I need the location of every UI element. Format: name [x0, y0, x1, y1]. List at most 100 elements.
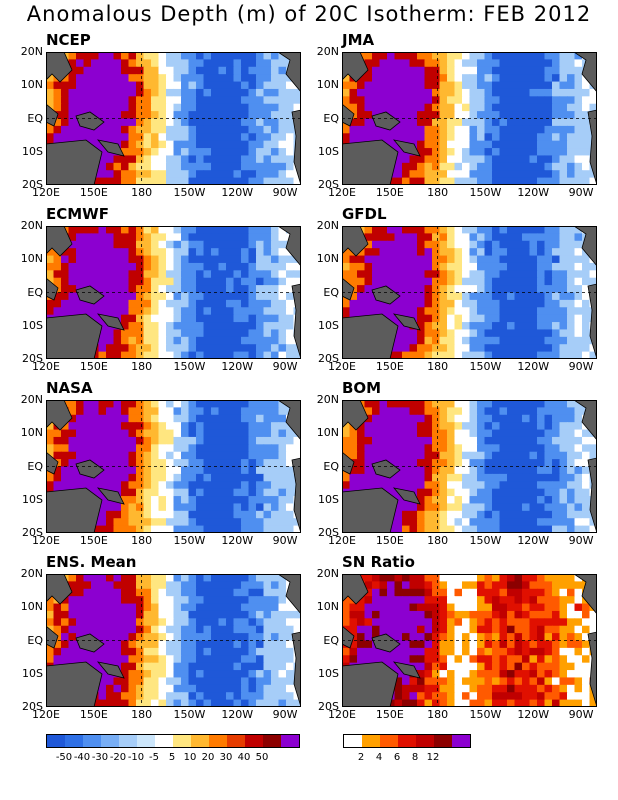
heatmap-cell	[529, 336, 538, 345]
heatmap-cell	[271, 496, 280, 505]
heatmap-cell	[357, 640, 366, 649]
heatmap-cell	[522, 496, 531, 505]
heatmap-cell	[342, 655, 351, 664]
heatmap-cell	[424, 277, 433, 286]
heatmap-cell	[68, 655, 77, 664]
heatmap-cell	[188, 292, 197, 301]
heatmap-cell	[226, 277, 235, 286]
heatmap-cell	[53, 299, 62, 308]
heatmap-cell	[136, 125, 145, 134]
heatmap-cell	[447, 400, 456, 408]
heatmap-cell	[462, 140, 471, 149]
heatmap-cell	[424, 118, 433, 127]
heatmap-cell	[544, 633, 553, 642]
heatmap-cell	[256, 125, 265, 134]
heatmap-cell	[241, 684, 250, 693]
heatmap-cell	[492, 74, 501, 83]
heatmap-cell	[203, 610, 212, 619]
heatmap-cell	[106, 581, 115, 590]
heatmap-cell	[166, 162, 175, 171]
heatmap-cell	[106, 329, 115, 338]
heatmap-cell	[492, 459, 501, 468]
heatmap-cell	[121, 118, 130, 127]
heatmap-cell	[203, 625, 212, 634]
heatmap-cell	[357, 603, 366, 612]
heatmap-cell	[233, 414, 242, 423]
heatmap-cell	[181, 81, 190, 90]
heatmap-cell	[248, 525, 257, 533]
heatmap-cell	[286, 625, 295, 634]
heatmap-cell	[158, 344, 167, 353]
heatmap-cell	[151, 344, 160, 353]
heatmap-cell	[173, 118, 182, 127]
heatmap-cell	[372, 422, 381, 431]
heatmap-cell	[379, 400, 388, 408]
heatmap-cell	[507, 503, 516, 512]
heatmap-cell	[514, 255, 523, 264]
heatmap-cell	[293, 525, 301, 533]
heatmap-cell	[136, 481, 145, 490]
heatmap-cell	[76, 436, 85, 445]
heatmap-cell	[574, 292, 583, 301]
heatmap-cell	[46, 74, 55, 83]
heatmap-cell	[439, 299, 448, 308]
heatmap-cell	[432, 481, 441, 490]
heatmap-cell	[574, 677, 583, 686]
heatmap-cell	[424, 314, 433, 323]
heatmap-cell	[226, 170, 235, 179]
heatmap-cell	[166, 66, 175, 75]
heatmap-cell	[203, 473, 212, 482]
heatmap-cell	[454, 344, 463, 353]
heatmap-cell	[507, 262, 516, 271]
heatmap-cell	[499, 662, 508, 671]
heatmap-cell	[342, 262, 351, 271]
heatmap-cell	[136, 466, 145, 475]
heatmap-cell	[136, 436, 145, 445]
heatmap-cell	[364, 436, 373, 445]
heatmap-cell	[256, 407, 265, 416]
heatmap-cell	[113, 574, 122, 582]
heatmap-cell	[499, 148, 508, 157]
heatmap-cell	[181, 692, 190, 701]
heatmap-cell	[439, 226, 448, 234]
heatmap-cell	[499, 292, 508, 301]
heatmap-cell	[271, 588, 280, 597]
heatmap-cell	[128, 233, 137, 242]
heatmap-cell	[211, 133, 220, 142]
heatmap-cell	[173, 133, 182, 142]
heatmap-cell	[151, 655, 160, 664]
heatmap-cell	[106, 111, 115, 120]
heatmap-cell	[387, 588, 396, 597]
heatmap-cell	[537, 52, 546, 60]
heatmap-cell	[286, 262, 295, 271]
heatmap-cell	[447, 481, 456, 490]
heatmap-cell	[379, 451, 388, 460]
heatmap-cell	[203, 481, 212, 490]
heatmap-cell	[256, 488, 265, 497]
heatmap-cell	[226, 133, 235, 142]
heatmap-cell	[211, 96, 220, 105]
heatmap-cell	[552, 633, 561, 642]
heatmap-cell	[166, 588, 175, 597]
heatmap-cell	[218, 510, 227, 519]
heatmap-cell	[128, 670, 137, 679]
heatmap-cell	[484, 59, 493, 68]
heatmap-cell	[166, 270, 175, 279]
heatmap-cell	[514, 684, 523, 693]
heatmap-cell	[173, 481, 182, 490]
heatmap-cell	[439, 344, 448, 353]
heatmap-cell	[286, 155, 295, 164]
heatmap-cell	[544, 133, 553, 142]
heatmap-cell	[271, 277, 280, 286]
heatmap-cell	[263, 451, 272, 460]
heatmap-cell	[166, 344, 175, 353]
heatmap-cell	[76, 125, 85, 134]
heatmap-cell	[439, 111, 448, 120]
lat-tick-label: EQ	[323, 111, 339, 125]
heatmap-cell	[394, 400, 403, 408]
heatmap-cell	[387, 96, 396, 105]
heatmap-cell	[151, 407, 160, 416]
heatmap-cell	[106, 351, 115, 359]
heatmap-cell	[574, 140, 583, 149]
heatmap-cell	[226, 655, 235, 664]
